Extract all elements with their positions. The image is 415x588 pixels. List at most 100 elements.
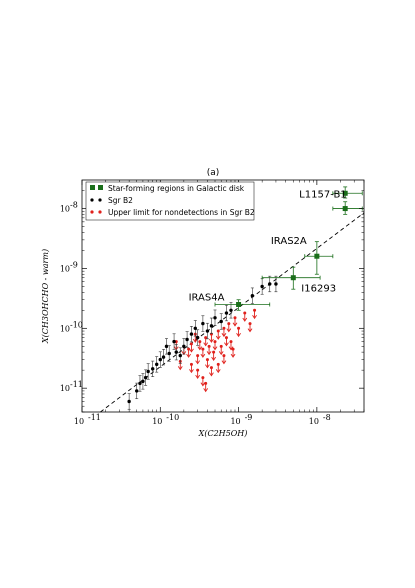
legend-label-upper-limit: Upper limit for nondetections in Sgr B2 (108, 208, 255, 217)
source-label: I16293 (301, 284, 336, 295)
upper-limit-point (203, 336, 209, 347)
sgrb2-point (143, 369, 148, 386)
upper-limit-point (203, 381, 209, 393)
sgrb2-point (138, 375, 142, 392)
upper-limit-point (230, 347, 236, 358)
upper-limit-point (200, 347, 206, 358)
legend: Star-forming regions in Galactic disk Sg… (85, 181, 255, 221)
source-label: IRAS2A (271, 236, 307, 247)
x-tick-exponent: -8 (323, 413, 331, 422)
galactic-disk-point (332, 186, 363, 199)
y-tick-exponent: -11 (70, 380, 83, 389)
sgrb2-point (167, 345, 171, 362)
upper-limit-point (221, 326, 227, 338)
source-label: IRAS4A (189, 292, 225, 303)
upper-limit-point (247, 322, 253, 333)
sgrb2-point (193, 320, 197, 337)
y-tick-label: 10 (60, 264, 70, 273)
legend-box (85, 181, 255, 221)
upper-limit-point (228, 340, 234, 351)
upper-limit-point (189, 342, 194, 353)
x-tick-exponent: -9 (245, 413, 253, 422)
legend-label-sgrb2: Sgr B2 (108, 196, 133, 205)
sgrb2-point (135, 382, 139, 400)
sgrb2-point (209, 317, 214, 334)
upper-limit-point (211, 350, 216, 361)
sgrb2-point (260, 278, 264, 295)
upper-limit-point (200, 376, 206, 387)
sgrb2-point (213, 309, 217, 326)
sgrb2-point (141, 373, 145, 390)
upper-limit-point (206, 344, 212, 356)
sgrb2-point (182, 338, 186, 355)
sgrb2-point (189, 326, 194, 343)
upper-limit-point (189, 362, 194, 374)
upper-limit-point (252, 308, 257, 320)
upper-limit-point (218, 344, 224, 356)
x-tick-exponent: -10 (166, 413, 179, 422)
fit-line (100, 212, 365, 413)
legend-marker-sgrb2-2 (98, 198, 102, 202)
galactic-disk-point (214, 299, 271, 311)
sgrb2-point (224, 304, 229, 322)
upper-limit-point (186, 347, 191, 358)
upper-limit-point (232, 316, 238, 327)
legend-marker-sgrb2 (90, 198, 94, 202)
x-tick-label: 10 (309, 417, 319, 426)
panel-label: (a) (207, 168, 220, 178)
sgrb2-point (229, 302, 233, 319)
legend-marker-star-forming (90, 185, 95, 190)
y-tick-label: 10 (60, 205, 70, 214)
galactic-disk-point (332, 201, 363, 215)
upper-limit-point (226, 322, 232, 333)
sgrb2-point (127, 393, 131, 410)
sgrb2-point (172, 333, 176, 350)
sgrb2-point (185, 331, 189, 348)
source-annotations: L1157-B1 IRAS2A I16293 IRAS4A (189, 189, 347, 303)
sgrb2-point (151, 360, 155, 377)
upper-limit-point (209, 332, 214, 343)
sgrb2-point (201, 315, 205, 332)
upper-limit-point (221, 354, 227, 365)
sgrb2-point (164, 338, 169, 355)
legend-label-star-forming: Star-forming regions in Galactic disk (108, 184, 245, 193)
sgrb2-point (219, 313, 223, 330)
legend-marker-star-forming-2 (98, 185, 103, 190)
sgrb2-point (274, 275, 278, 293)
galactic-disk-point (304, 241, 334, 275)
sgrb2-point (146, 363, 150, 380)
upper-limit-point (224, 336, 229, 347)
sgrb2-point (268, 275, 272, 293)
upper-limit-point (236, 326, 241, 338)
legend-marker-upper-limit-2 (98, 210, 102, 214)
sgrb2-point (178, 347, 182, 364)
x-axis-label: X(C2H5OH) (198, 429, 248, 438)
y-tick-exponent: -10 (70, 320, 83, 329)
data-layer (127, 186, 363, 410)
upper-limit-point (197, 340, 203, 351)
x-tick-label: 10 (74, 417, 84, 426)
upper-limit-point (242, 311, 248, 322)
y-tick-label: 10 (60, 324, 70, 333)
sgrb2-point (174, 344, 178, 361)
upper-limit-point (195, 368, 201, 379)
upper-limit-point (209, 366, 214, 377)
x-tick-label: 10 (152, 417, 162, 426)
source-label: L1157-B1 (299, 189, 347, 200)
sgrb2-point (155, 356, 159, 373)
legend-marker-upper-limit (90, 210, 94, 214)
upper-limit-point (212, 340, 218, 351)
upper-limit-point (215, 329, 221, 340)
sgrb2-point (161, 349, 166, 366)
fit-line-layer (100, 212, 365, 413)
x-axis-ticks: 10 -11 10 -10 10 -9 10 -8 (74, 180, 365, 426)
x-tick-exponent: -11 (88, 413, 101, 422)
upper-limit-point (215, 362, 221, 374)
galactic-disk-point (261, 266, 321, 290)
y-tick-label: 10 (60, 384, 70, 393)
x-tick-label: 10 (230, 417, 240, 426)
upper-limit-point (205, 358, 210, 369)
sgrb2-point (250, 287, 255, 304)
